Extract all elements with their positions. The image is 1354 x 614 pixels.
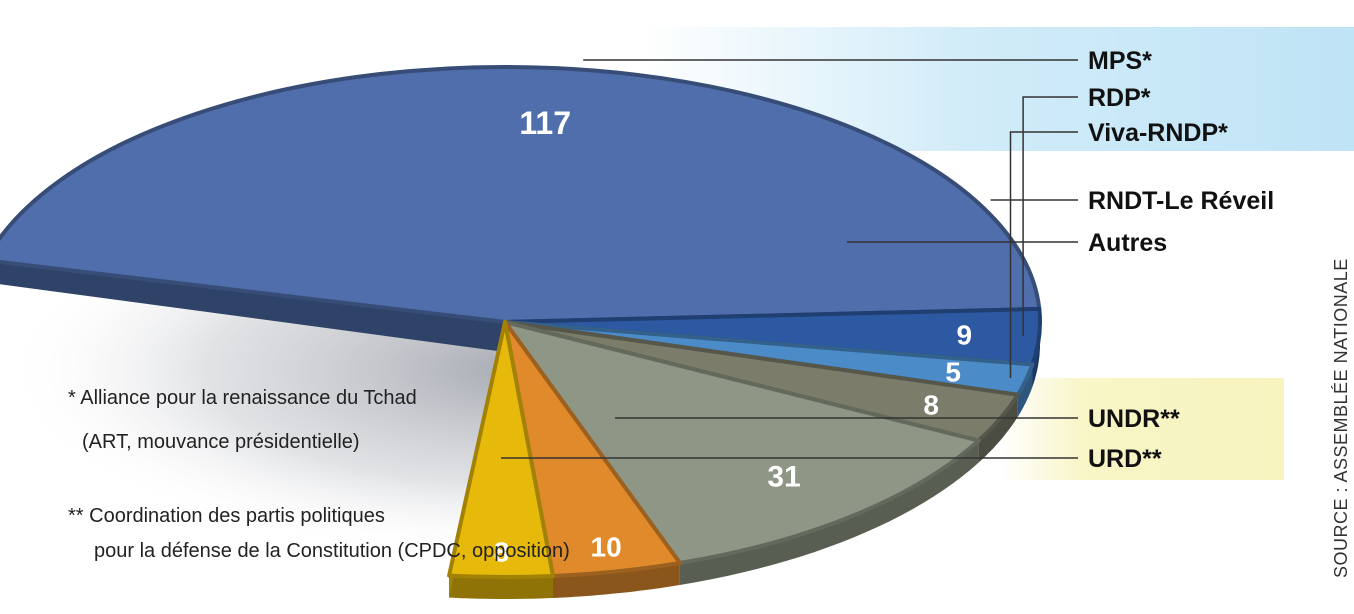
pie-slice-6 [447, 320, 555, 580]
source-credit: SOURCE : ASSEMBLÉE NATIONALE [1331, 258, 1351, 578]
legend-label-6: URD** [1088, 445, 1162, 473]
value-label-5: 10 [591, 531, 622, 562]
leader-line-1 [1022, 96, 1078, 337]
legend-band-yellow [1000, 378, 1284, 480]
pie-chart [0, 64, 1042, 599]
pie-slice-side-5 [553, 563, 680, 598]
pie-cut-face-start [0, 261, 505, 352]
legend-label-2: Viva-RNDP* [1088, 119, 1228, 147]
value-label-4: 31 [767, 461, 800, 494]
value-label-2: 5 [945, 357, 961, 388]
legend-label-4: Autres [1088, 229, 1167, 257]
value-label-0: 117 [519, 105, 571, 141]
legend-label-5: UNDR** [1088, 405, 1180, 433]
value-label-1: 9 [957, 320, 973, 351]
note-cpdc-line1: ** Coordination des partis politiques [68, 505, 385, 527]
note-cpdc-line2: pour la défense de la Constitution (CPDC… [94, 540, 570, 562]
legend-label-1: RDP* [1088, 84, 1151, 112]
note-art-line1: * Alliance pour la renaissance du Tchad [68, 387, 417, 409]
legend-label-0: MPS* [1088, 47, 1152, 75]
legend-label-3: RNDT-Le Réveil [1088, 187, 1274, 215]
note-art-line2: (ART, mouvance présidentielle) [82, 431, 360, 453]
leader-line-2 [1009, 131, 1078, 378]
pie-slice-side-1 [1032, 308, 1040, 387]
leader-lines [501, 59, 1078, 459]
pie-slice-0 [0, 64, 1042, 324]
pie-slice-side-6 [449, 575, 553, 599]
value-label-6: 8 [494, 537, 510, 568]
legend-labels: MPS* RDP* Viva-RNDP* RNDT-Le Réveil Autres UN… [1088, 47, 1274, 473]
value-label-3: 8 [923, 390, 939, 421]
